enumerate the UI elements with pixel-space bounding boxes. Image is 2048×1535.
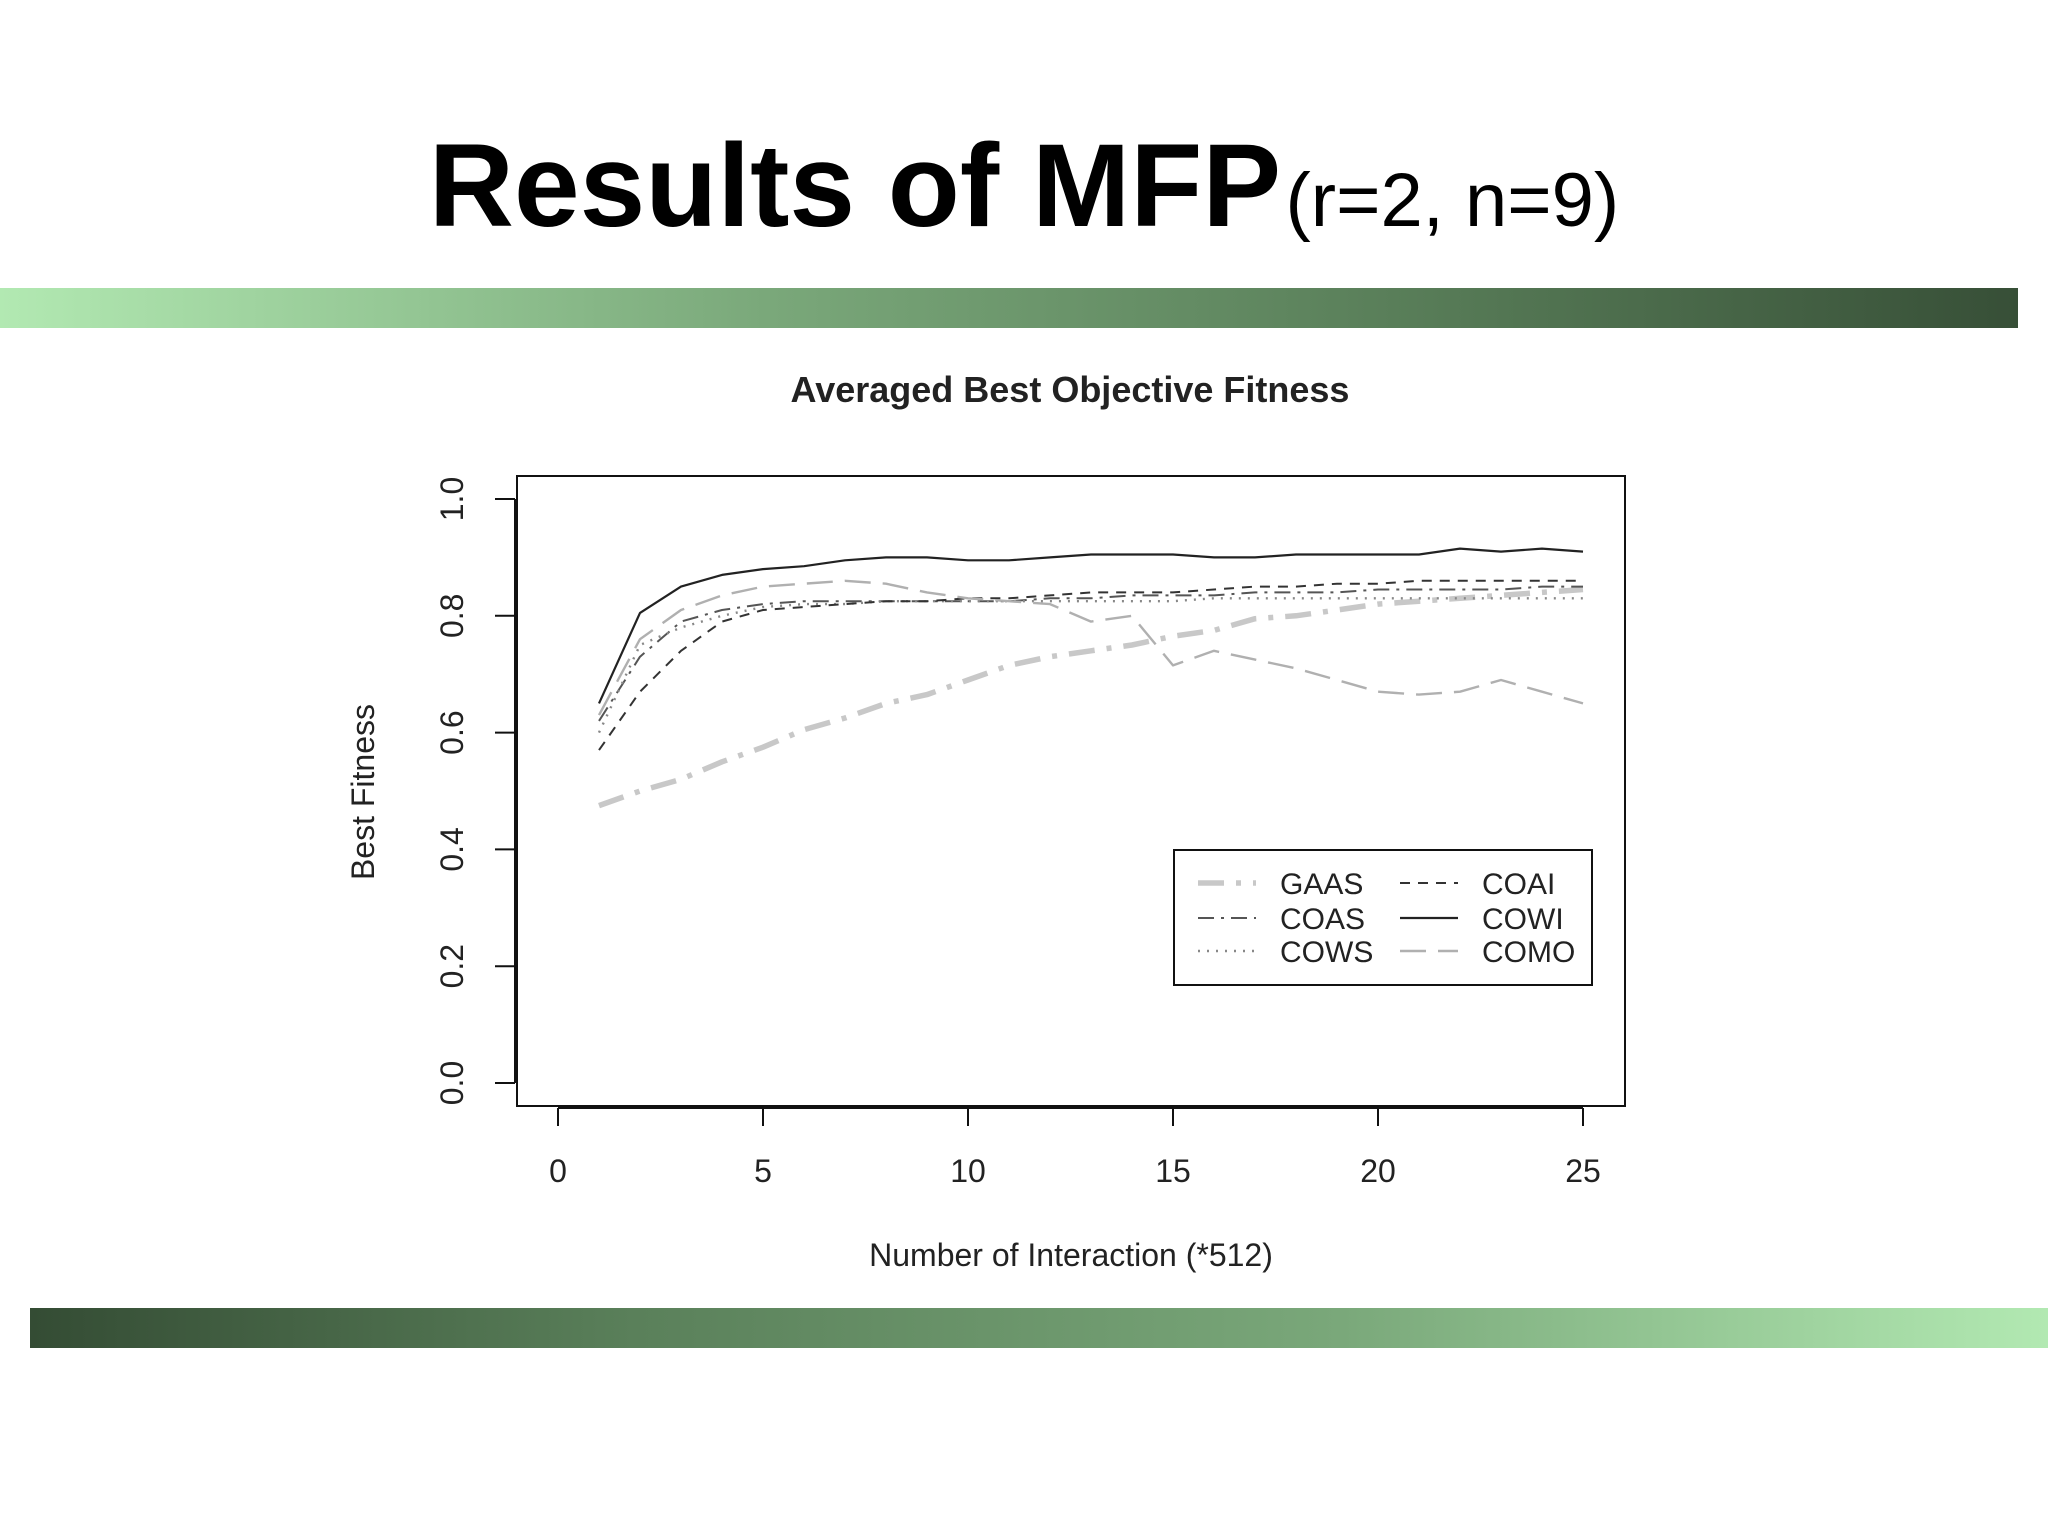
y-tick-label: 1.0 [434,477,470,521]
series-line-como [597,579,1584,716]
slide-title-main: Results of MFP [428,120,1282,252]
slide-title-params: (r=2, n=9) [1285,158,1620,243]
legend-label-coas: COAS [1280,903,1365,936]
legend-label-gaas: GAAS [1280,868,1363,901]
top-gradient-bar [0,288,2018,328]
x-tick-label: 20 [1360,1153,1396,1189]
series-line-coas [598,585,1583,722]
legend-label-coai: COAI [1482,868,1555,901]
y-tick-label: 0.0 [434,1061,470,1105]
series-line-coai [598,579,1583,751]
x-tick-label: 5 [754,1153,772,1189]
legend-label-cowi: COWI [1482,903,1564,936]
y-tick-label: 0.8 [434,594,470,638]
x-tick-label: 15 [1155,1153,1191,1189]
x-tick-label: 0 [549,1153,567,1189]
legend-label-cows: COWS [1280,936,1373,969]
chart-title: Averaged Best Objective Fitness [791,369,1350,410]
y-tick-label: 0.6 [434,710,470,754]
y-axis-label: Best Fitness [345,704,381,880]
y-tick-label: 0.2 [434,944,470,988]
x-tick-label: 10 [950,1153,986,1189]
series-line-gaas [598,586,1584,809]
x-axis-label: Number of Interaction (*512) [869,1237,1273,1273]
x-tick-label: 25 [1565,1153,1601,1189]
slide-title: Results of MFP (r=2, n=9) [0,118,2048,254]
bottom-gradient-bar [30,1308,2048,1348]
legend-label-como: COMO [1482,936,1575,969]
plot-frame [516,475,1626,1107]
series-line-cowi [597,547,1584,704]
y-tick-label: 0.4 [434,827,470,871]
legend: GAAS COAI COAS COWI COWS COMO [1173,849,1593,986]
series-line-cows [597,597,1583,734]
